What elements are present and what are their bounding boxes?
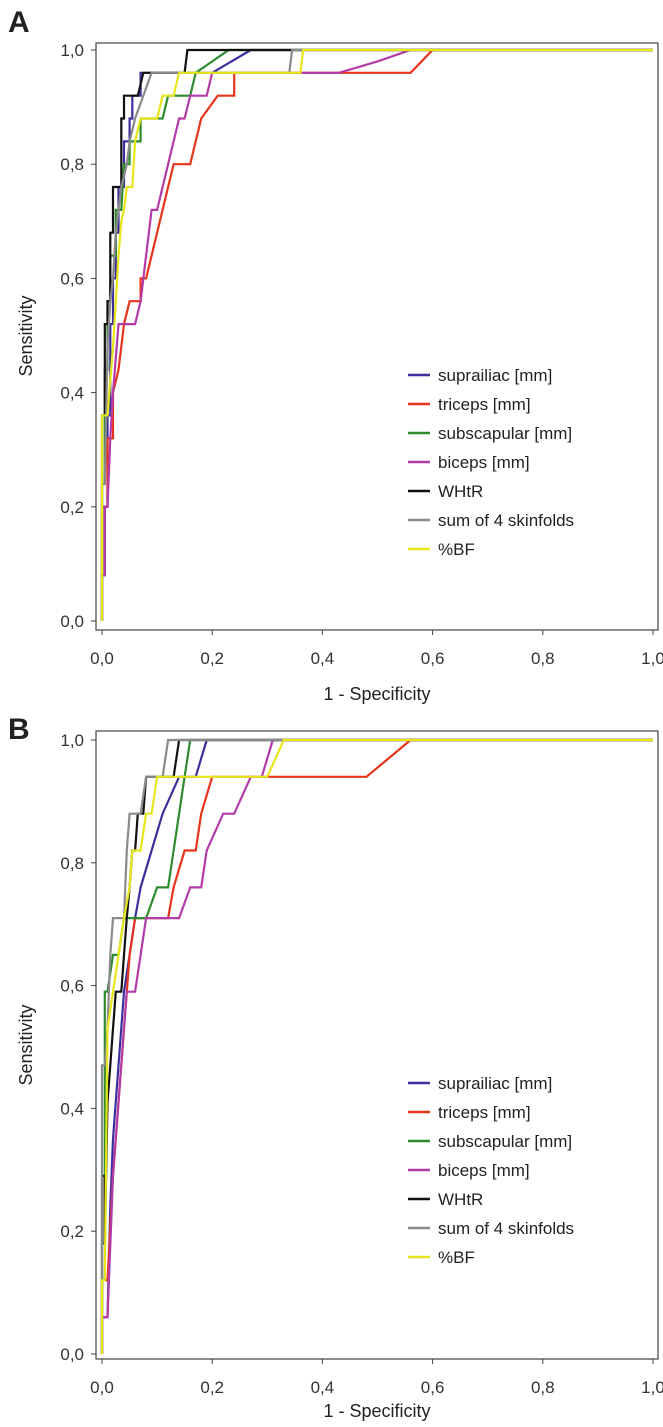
panel-b-series — [100, 738, 653, 1354]
panel-a-legend: suprailiac [mm] triceps [mm] subscapular [… — [408, 366, 574, 559]
panel-b: B 0,0 0,2 0,4 0,6 0,8 1,0 0,0 0,2 0,4 0,6 0,8 1,0 1… — [8, 713, 663, 1421]
series-line-whtr — [100, 738, 653, 1354]
y-tick-label: 0,2 — [60, 1222, 84, 1241]
legend-label: triceps [mm] — [438, 395, 531, 414]
legend-label: sum of 4 skinfolds — [438, 511, 574, 530]
series-line-subscapular-mm- — [100, 738, 653, 1354]
panel-b-ylabel: Sensitivity — [16, 1004, 36, 1085]
panel-a-ticks: 0,0 0,2 0,4 0,6 0,8 1,0 0,0 0,2 0,4 0,6 0,8 1,0 — [60, 41, 663, 668]
panel-b-ticks: 0,0 0,2 0,4 0,6 0,8 1,0 0,0 0,2 0,4 0,6 0,8 1,0 — [60, 731, 663, 1397]
y-tick-label: 0,4 — [60, 384, 84, 403]
x-tick-label: 0,4 — [311, 649, 335, 668]
legend-label: WHtR — [438, 1190, 483, 1209]
panel-b-xlabel: 1 - Specificity — [323, 1401, 430, 1421]
y-tick-label: 1,0 — [60, 41, 84, 60]
panel-a-letter: A — [8, 6, 30, 39]
panel-b-frame — [95, 730, 659, 1360]
series-line-triceps-mm- — [100, 738, 653, 1354]
series-line-sum-of-4-skinfolds — [100, 738, 653, 1354]
x-tick-label: 0,2 — [200, 1378, 224, 1397]
y-tick-label: 0,8 — [60, 155, 84, 174]
panel-a: A 0,0 0,2 0,4 0,6 0,8 1,0 0,0 0,2 0,4 0,6 0,8 1,0 1… — [8, 6, 663, 704]
series-line-suprailiac-mm- — [100, 48, 653, 621]
legend-label: biceps [mm] — [438, 1161, 530, 1180]
x-tick-label: 0,8 — [531, 649, 555, 668]
x-tick-label: 0,6 — [421, 649, 445, 668]
y-tick-label: 0,6 — [60, 977, 84, 996]
y-tick-label: 0,8 — [60, 854, 84, 873]
y-tick-label: 0,6 — [60, 269, 84, 288]
panel-a-series — [100, 48, 653, 621]
series-line-biceps-mm- — [100, 738, 653, 1354]
x-tick-label: 0,6 — [421, 1378, 445, 1397]
y-tick-label: 0,4 — [60, 1099, 84, 1118]
panel-a-ylabel: Sensitivity — [16, 295, 36, 376]
x-tick-label: 0,0 — [90, 649, 114, 668]
legend-label: WHtR — [438, 482, 483, 501]
series-line-suprailiac-mm- — [100, 738, 653, 1354]
panel-b-letter: B — [8, 713, 30, 746]
y-tick-label: 1,0 — [60, 731, 84, 750]
legend-label: %BF — [438, 540, 475, 559]
x-tick-label: 0,4 — [311, 1378, 335, 1397]
legend-label: sum of 4 skinfolds — [438, 1219, 574, 1238]
y-tick-label: 0,0 — [60, 1345, 84, 1364]
y-tick-label: 0,2 — [60, 498, 84, 517]
legend-label: subscapular [mm] — [438, 1132, 572, 1151]
series-line--bf — [100, 738, 653, 1354]
legend-label: triceps [mm] — [438, 1103, 531, 1122]
x-tick-label: 1,0 — [641, 1378, 663, 1397]
x-tick-label: 0,8 — [531, 1378, 555, 1397]
series-line-biceps-mm- — [100, 48, 653, 621]
series-line-triceps-mm- — [100, 48, 653, 621]
series-line-sum-of-4-skinfolds — [100, 48, 653, 621]
panel-a-frame — [95, 42, 659, 631]
legend-label: %BF — [438, 1248, 475, 1267]
panel-b-legend: suprailiac [mm] triceps [mm] subscapular [… — [408, 1074, 574, 1267]
series-line-subscapular-mm- — [100, 48, 653, 621]
legend-label: subscapular [mm] — [438, 424, 572, 443]
x-tick-label: 0,0 — [90, 1378, 114, 1397]
x-tick-label: 0,2 — [200, 649, 224, 668]
legend-label: suprailiac [mm] — [438, 366, 552, 385]
series-line-whtr — [100, 48, 653, 621]
x-tick-label: 1,0 — [641, 649, 663, 668]
legend-label: biceps [mm] — [438, 453, 530, 472]
series-line--bf — [100, 48, 653, 621]
y-tick-label: 0,0 — [60, 612, 84, 631]
panel-a-xlabel: 1 - Specificity — [323, 684, 430, 704]
legend-label: suprailiac [mm] — [438, 1074, 552, 1093]
